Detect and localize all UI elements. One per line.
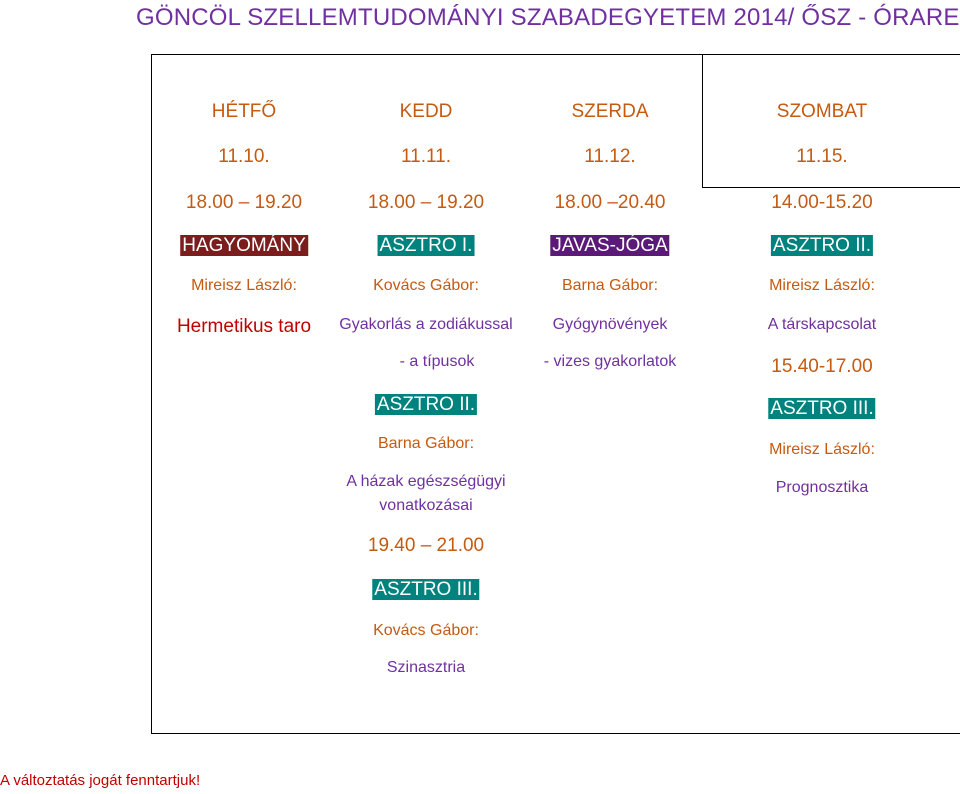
course-saturday: ASZTRO II.: [770, 235, 874, 257]
course-label: ASZTRO III.: [372, 579, 480, 600]
time2-saturday: 15.40-17.00: [771, 356, 873, 377]
column-divider: [702, 55, 703, 187]
course-label: ASZTRO II.: [770, 235, 874, 256]
topic-tuesday-line1: Gyakorlás a zodiákussal: [339, 316, 513, 333]
topic-saturday: A társkapcsolat: [767, 316, 877, 333]
page-title: GÖNCÖL SZELLEMTUDOMÁNYI SZABADEGYETEM 20…: [136, 4, 960, 31]
course-label: JAVAS-JÓGA: [550, 235, 670, 256]
date-monday: 11.10.: [218, 146, 270, 167]
date-tuesday: 11.11.: [400, 146, 452, 167]
date-wednesday: 11.12.: [584, 146, 636, 167]
topic-monday: Hermetikus taro: [176, 316, 312, 337]
teacher-tuesday: Kovács Gábor:: [373, 277, 479, 294]
teacher2-tuesday: Barna Gábor:: [377, 435, 475, 452]
topic2-tuesday-line1: A házak egészségügyi: [346, 473, 506, 490]
course2-saturday: ASZTRO III.: [768, 398, 876, 420]
teacher-wednesday: Barna Gábor:: [561, 277, 659, 294]
topic-wednesday-line1: Gyógynövények: [552, 316, 668, 333]
course-label: HAGYOMÁNY: [180, 235, 308, 256]
teacher-monday: Mireisz László:: [191, 277, 297, 294]
time-wednesday: 18.00 –20.40: [554, 192, 666, 213]
teacher2-saturday: Mireisz László:: [769, 441, 875, 458]
time-saturday: 14.00-15.20: [771, 192, 873, 213]
topic3-tuesday: Szinasztria: [386, 659, 466, 676]
teacher3-tuesday: Kovács Gábor:: [373, 622, 479, 639]
course3-tuesday: ASZTRO III.: [372, 579, 480, 601]
day-monday: HÉTFŐ: [211, 101, 277, 122]
teacher-saturday: Mireisz László:: [769, 277, 875, 294]
course-tuesday: ASZTRO I.: [377, 235, 475, 257]
time-monday: 18.00 – 19.20: [185, 192, 303, 213]
course-label: ASZTRO I.: [377, 235, 475, 256]
course-label: ASZTRO III.: [768, 398, 876, 419]
schedule-table: [151, 54, 960, 734]
day-saturday: SZOMBAT: [776, 101, 868, 122]
row-divider: [702, 187, 960, 188]
course2-tuesday: ASZTRO II.: [374, 394, 478, 416]
time-tuesday: 18.00 – 19.20: [367, 192, 485, 213]
course-label: ASZTRO II.: [374, 394, 478, 415]
topic-tuesday-line2: - a típusok: [399, 353, 475, 370]
footer-note: A változtatás jogát fenntartjuk!: [0, 772, 201, 789]
topic-wednesday-line2: - vizes gyakorlatok: [543, 353, 677, 370]
time2-tuesday: 19.40 – 21.00: [367, 535, 485, 556]
date-saturday: 11.15.: [796, 146, 848, 167]
topic2-saturday: Prognosztika: [775, 479, 869, 496]
day-wednesday: SZERDA: [571, 101, 649, 122]
day-tuesday: KEDD: [399, 101, 453, 122]
course-wednesday: JAVAS-JÓGA: [550, 235, 670, 257]
course-monday: HAGYOMÁNY: [180, 235, 308, 257]
topic2-tuesday-line2: vonatkozásai: [379, 497, 473, 514]
